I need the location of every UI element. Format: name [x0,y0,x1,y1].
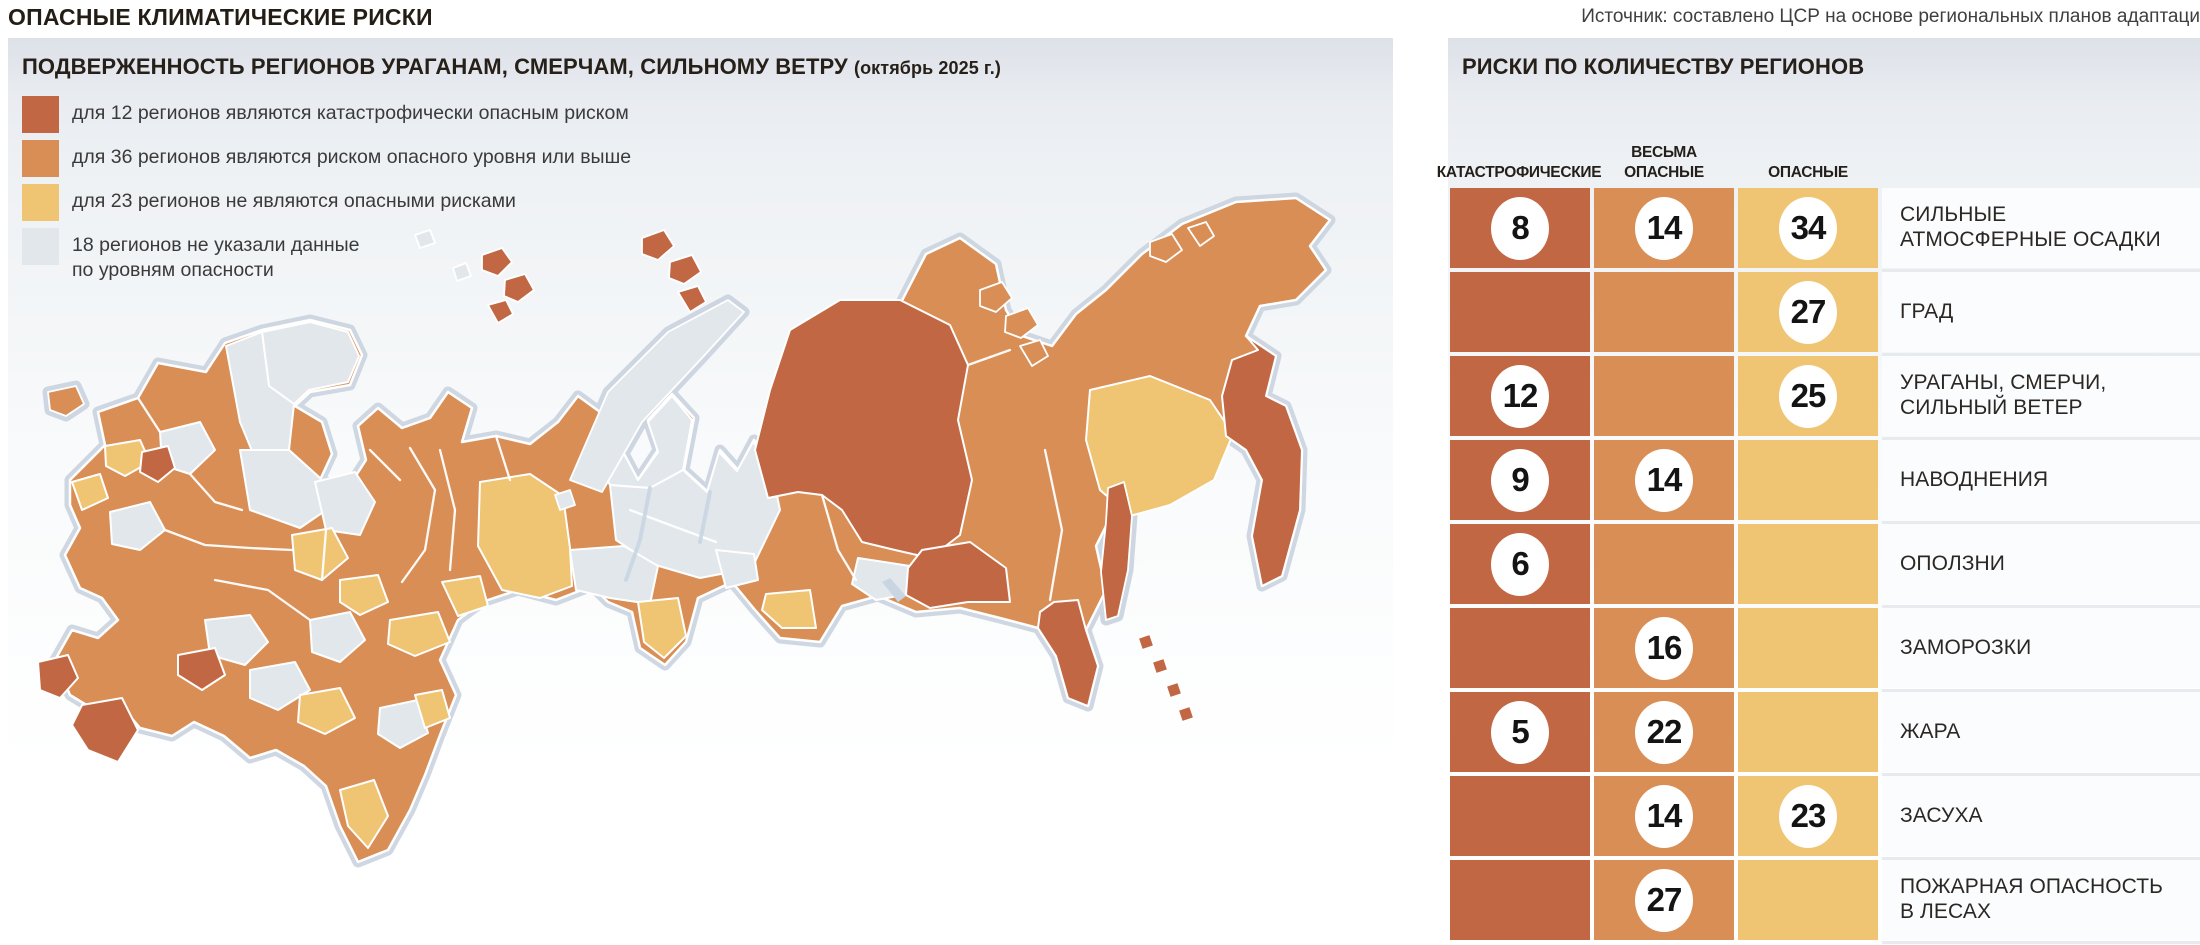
risk-cell [1594,524,1734,604]
column-header: КАТАСТРОФИЧЕСКИЕ [1436,163,1602,181]
map-panel-title: ПОДВЕРЖЕННОСТЬ РЕГИОНОВ УРАГАНАМ, СМЕРЧА… [22,54,1001,80]
table-row: 27 ПОЖАРНАЯ ОПАСНОСТЬ В ЛЕСАХ [1450,860,2200,944]
risk-row-label: ЗАСУХА [1882,776,2200,860]
legend-label: для 23 регионов не являются опасными рис… [72,190,516,212]
risk-cell [1738,440,1878,520]
risk-cell: 27 [1738,272,1878,352]
map-panel-title-date: (октябрь 2025 г.) [853,58,1001,78]
legend-swatch [22,140,59,177]
risk-cell: 16 [1594,608,1734,688]
region-count-badge: 16 [1635,616,1693,680]
risk-cell: 14 [1594,776,1734,856]
risk-panel: РИСКИ ПО КОЛИЧЕСТВУ РЕГИОНОВ КАТАСТРОФИЧ… [1436,38,2200,945]
source-note: Источник: составлено ЦСР на основе регио… [1581,6,2200,27]
region-count-badge: 14 [1635,784,1693,848]
legend-item: 18 регионов не указали данные по уровням… [22,228,631,283]
region-count-badge: 8 [1491,196,1549,260]
column-header: ВЕСЬМА ОПАСНЫЕ [1624,144,1704,181]
region-count-badge: 6 [1491,532,1549,596]
map-legend: для 12 регионов являются катастрофически… [22,96,631,290]
legend-swatch [22,96,59,133]
table-row: 27 ГРАД [1450,272,2200,356]
risk-cell [1594,356,1734,436]
risk-cell: 5 [1450,692,1590,772]
risk-cell [1738,608,1878,688]
legend-item: для 12 регионов являются катастрофически… [22,96,631,133]
risk-cell: 14 [1594,188,1734,268]
table-row: 9 14 НАВОДНЕНИЯ [1450,440,2200,524]
risk-cell [1450,776,1590,856]
region-count-badge: 22 [1635,700,1693,764]
legend-item: для 36 регионов являются риском опасного… [22,140,631,177]
region-count-badge: 12 [1491,364,1549,428]
risk-row-label: ЖАРА [1882,692,2200,776]
risk-cell: 22 [1594,692,1734,772]
russia-choropleth-map [10,150,1390,942]
page-title: ОПАСНЫЕ КЛИМАТИЧЕСКИЕ РИСКИ [8,4,433,30]
risk-cell: 25 [1738,356,1878,436]
region-count-badge: 14 [1635,196,1693,260]
risk-cell [1738,860,1878,940]
risk-cell [1738,524,1878,604]
table-row: 6 ОПОЛЗНИ [1450,524,2200,608]
legend-label: для 12 регионов являются катастрофически… [72,102,629,124]
table-row: 14 23 ЗАСУХА [1450,776,2200,860]
risk-cell: 34 [1738,188,1878,268]
region-count-badge: 34 [1779,196,1837,260]
risk-row-label: ОПОЛЗНИ [1882,524,2200,608]
risk-row-label: ГРАД [1882,272,2200,356]
legend-label: для 36 регионов являются риском опасного… [72,146,632,168]
risk-cell: 12 [1450,356,1590,436]
region-count-badge: 14 [1635,448,1693,512]
map-panel-title-text: ПОДВЕРЖЕННОСТЬ РЕГИОНОВ УРАГАНАМ, СМЕРЧА… [22,54,854,79]
region-count-badge: 25 [1779,364,1837,428]
region-count-badge: 27 [1635,868,1693,932]
region-count-badge: 23 [1779,784,1837,848]
region-count-badge: 27 [1779,280,1837,344]
table-row: 12 25 УРАГАНЫ, СМЕРЧИ, СИЛЬНЫЙ ВЕТЕР [1450,356,2200,440]
table-row: 16 ЗАМОРОЗКИ [1450,608,2200,692]
column-header: ОПАСНЫЕ [1768,163,1848,181]
table-row: 5 22 ЖАРА [1450,692,2200,776]
table-row: 8 14 34 СИЛЬНЫЕ АТМОСФЕРНЫЕ ОСАДКИ [1450,188,2200,272]
risk-cell [1450,608,1590,688]
risk-cell [1594,272,1734,352]
risk-cell: 27 [1594,860,1734,940]
map-panel: ПОДВЕРЖЕННОСТЬ РЕГИОНОВ УРАГАНАМ, СМЕРЧА… [8,38,1393,945]
risk-table: 8 14 34 СИЛЬНЫЕ АТМОСФЕРНЫЕ ОСАДКИ 27 ГРАД 12 2… [1450,188,2200,944]
risk-row-label: НАВОДНЕНИЯ [1882,440,2200,524]
risk-cell: 9 [1450,440,1590,520]
risk-cell [1450,272,1590,352]
risk-cell: 14 [1594,440,1734,520]
region-count-badge: 5 [1491,700,1549,764]
risk-cell: 8 [1450,188,1590,268]
risk-row-label: ПОЖАРНАЯ ОПАСНОСТЬ В ЛЕСАХ [1882,860,2200,944]
risk-row-label: УРАГАНЫ, СМЕРЧИ, СИЛЬНЫЙ ВЕТЕР [1882,356,2200,440]
risk-cell [1450,860,1590,940]
legend-swatch [22,184,59,221]
region-count-badge: 9 [1491,448,1549,512]
legend-label: 18 регионов не указали данные по уровням… [72,234,360,281]
legend-swatch [22,228,59,265]
risk-cell [1738,692,1878,772]
russia-map-svg [37,192,1336,868]
risk-cell: 6 [1450,524,1590,604]
risk-table-column-headers: КАТАСТРОФИЧЕСКИЕ ВЕСЬМА ОПАСНЫЕ ОПАСНЫЕ [1436,110,1882,186]
risk-panel-title: РИСКИ ПО КОЛИЧЕСТВУ РЕГИОНОВ [1462,54,1865,79]
risk-row-label: ЗАМОРОЗКИ [1882,608,2200,692]
legend-item: для 23 регионов не являются опасными рис… [22,184,631,221]
risk-cell: 23 [1738,776,1878,856]
risk-row-label: СИЛЬНЫЕ АТМОСФЕРНЫЕ ОСАДКИ [1882,188,2200,272]
lake-baikal-shape [882,578,906,602]
